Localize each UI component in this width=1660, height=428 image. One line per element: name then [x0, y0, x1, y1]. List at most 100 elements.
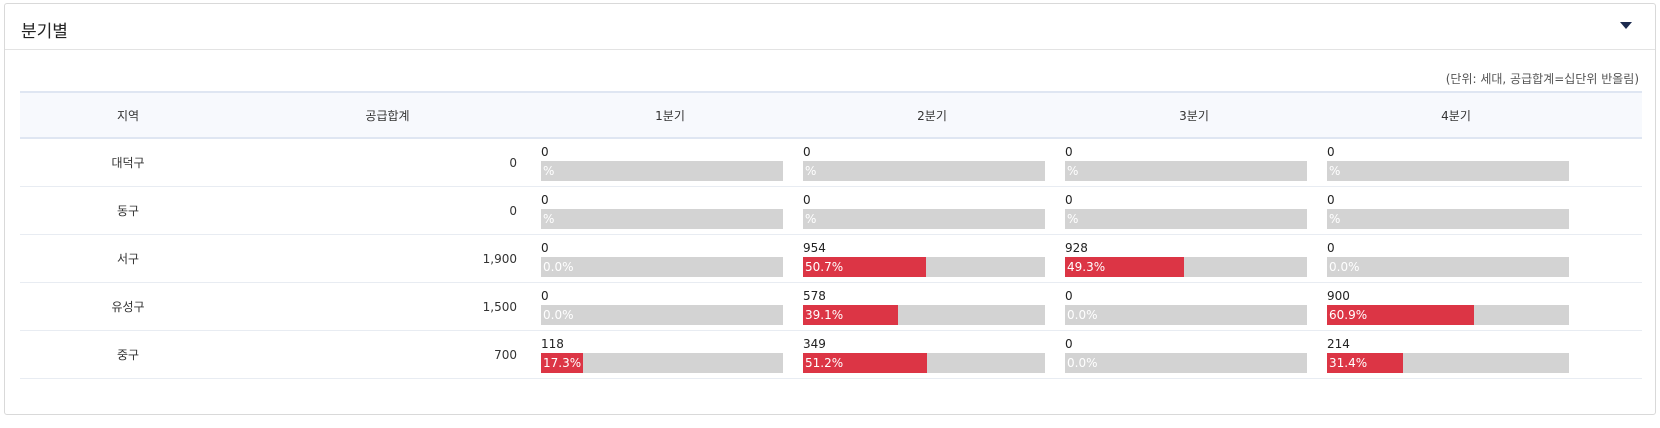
q4-cell: 900 60.9% — [1325, 289, 1587, 325]
share-percent-label: 0.0% — [1329, 259, 1360, 274]
q3-cell: 0 0.0% — [1063, 337, 1325, 373]
q1-cell: 0% — [539, 193, 801, 229]
share-percent-label: % — [1329, 211, 1341, 226]
total-cell: 0 — [509, 203, 517, 218]
quarter-value: 0 — [803, 144, 811, 159]
share-bar-fill — [1065, 256, 1185, 277]
region-cell: 중구 — [116, 348, 140, 362]
q2-cell: 578 39.1% — [801, 289, 1063, 325]
quarter-value: 214 — [1327, 336, 1350, 351]
quarter-value: 0 — [1065, 336, 1073, 351]
total-cell: 1,900 — [482, 251, 517, 266]
q1-cell: 0 0.0% — [539, 289, 801, 325]
share-percent-label: 50.7% — [805, 259, 844, 274]
table-row: 동구 0 0% 0% 0% 0% — [20, 187, 1642, 235]
header-total: 공급합계 — [365, 108, 410, 123]
quarter-value: 0 — [541, 240, 549, 255]
header-q4: 4분기 — [1441, 108, 1471, 123]
quarter-value: 900 — [1327, 288, 1350, 303]
share-bar-fill — [541, 352, 583, 373]
share-percent-label: 0.0% — [543, 307, 574, 322]
quarter-value: 349 — [803, 336, 826, 351]
header-q2: 2분기 — [917, 108, 947, 123]
share-bar-fill — [803, 256, 926, 277]
share-percent-label: % — [805, 211, 817, 226]
q3-cell: 0% — [1063, 145, 1325, 181]
quarter-value: 0 — [1065, 144, 1073, 159]
share-percent-label: 51.2% — [805, 355, 844, 370]
unit-note: (단위: 세대, 공급합계=십단위 반올림) — [1445, 72, 1639, 86]
share-bar: 0.0% — [541, 256, 783, 277]
q2-cell: 954 50.7% — [801, 241, 1063, 277]
share-bar: 17.3% — [541, 352, 783, 373]
share-bar: % — [1065, 208, 1307, 229]
share-percent-label: 0.0% — [543, 259, 574, 274]
share-bar: 31.4% — [1327, 352, 1569, 373]
quarter-value: 0 — [1327, 144, 1335, 159]
share-percent-label: 39.1% — [805, 307, 844, 322]
q4-cell: 0 0.0% — [1325, 241, 1587, 277]
quarter-value: 0 — [1065, 192, 1073, 207]
panel-title: 분기별 — [21, 22, 68, 42]
share-percent-label: % — [1067, 163, 1079, 178]
q4-cell: 0% — [1325, 193, 1587, 229]
quarterly-panel: 분기별 (단위: 세대, 공급합계=십단위 반올림) 지역 공급합계 1분기 2… — [4, 3, 1656, 415]
q3-cell: 0 0.0% — [1063, 289, 1325, 325]
share-bar: % — [803, 208, 1045, 229]
share-percent-label: 60.9% — [1329, 307, 1368, 322]
share-bar: 0.0% — [1065, 304, 1307, 325]
table-row: 중구 700 118 17.3% 349 51.2% 0 0.0% 214 31.4% — [20, 331, 1642, 379]
q1-cell: 0% — [539, 145, 801, 181]
q2-cell: 349 51.2% — [801, 337, 1063, 373]
share-bar-fill — [803, 352, 927, 373]
total-cell: 0 — [509, 155, 517, 170]
share-bar: % — [541, 160, 783, 181]
q3-cell: 928 49.3% — [1063, 241, 1325, 277]
panel-header[interactable]: 분기별 — [5, 4, 1655, 50]
caret-down-icon[interactable] — [1619, 21, 1633, 31]
share-percent-label: 0.0% — [1067, 307, 1098, 322]
quarter-value: 0 — [1327, 192, 1335, 207]
table-row: 대덕구 0 0% 0% 0% 0% — [20, 139, 1642, 187]
share-bar: 49.3% — [1065, 256, 1307, 277]
total-cell: 700 — [494, 347, 517, 362]
quarterly-table: 지역 공급합계 1분기 2분기 3분기 4분기 대덕구 0 0% 0% 0% 0% 동구 0 0… — [20, 91, 1642, 379]
region-cell: 유성구 — [111, 300, 145, 314]
share-bar: % — [541, 208, 783, 229]
share-bar: % — [1065, 160, 1307, 181]
quarter-value: 0 — [541, 144, 549, 159]
share-bar: 0.0% — [541, 304, 783, 325]
table-row: 유성구 1,500 0 0.0% 578 39.1% 0 0.0% 900 60.9% — [20, 283, 1642, 331]
quarter-value: 578 — [803, 288, 826, 303]
share-bar: 60.9% — [1327, 304, 1569, 325]
quarter-value: 928 — [1065, 240, 1088, 255]
share-percent-label: % — [1067, 211, 1079, 226]
quarter-value: 0 — [541, 288, 549, 303]
q1-cell: 118 17.3% — [539, 337, 801, 373]
share-percent-label: % — [543, 163, 555, 178]
table-body: 대덕구 0 0% 0% 0% 0% 동구 0 0% 0% 0% 0% 서구 1,900 0 0.0% 954 50… — [20, 139, 1642, 379]
share-percent-label: % — [543, 211, 555, 226]
q4-cell: 0% — [1325, 145, 1587, 181]
share-bar: 0.0% — [1065, 352, 1307, 373]
header-region: 지역 — [116, 108, 140, 123]
q2-cell: 0% — [801, 145, 1063, 181]
q1-cell: 0 0.0% — [539, 241, 801, 277]
quarter-value: 0 — [803, 192, 811, 207]
region-cell: 서구 — [116, 252, 140, 266]
quarter-value: 118 — [541, 336, 564, 351]
share-bar: % — [803, 160, 1045, 181]
q4-cell: 214 31.4% — [1325, 337, 1587, 373]
region-cell: 동구 — [116, 204, 140, 218]
share-percent-label: 0.0% — [1067, 355, 1098, 370]
table-row: 서구 1,900 0 0.0% 954 50.7% 928 49.3% 0 0.0% — [20, 235, 1642, 283]
header-q1: 1분기 — [655, 108, 685, 123]
quarter-value: 0 — [1065, 288, 1073, 303]
share-percent-label: % — [805, 163, 817, 178]
share-bar: 39.1% — [803, 304, 1045, 325]
share-percent-label: 17.3% — [543, 355, 582, 370]
q2-cell: 0% — [801, 193, 1063, 229]
share-bar: % — [1327, 160, 1569, 181]
share-bar-fill — [1327, 352, 1403, 373]
quarter-value: 0 — [1327, 240, 1335, 255]
